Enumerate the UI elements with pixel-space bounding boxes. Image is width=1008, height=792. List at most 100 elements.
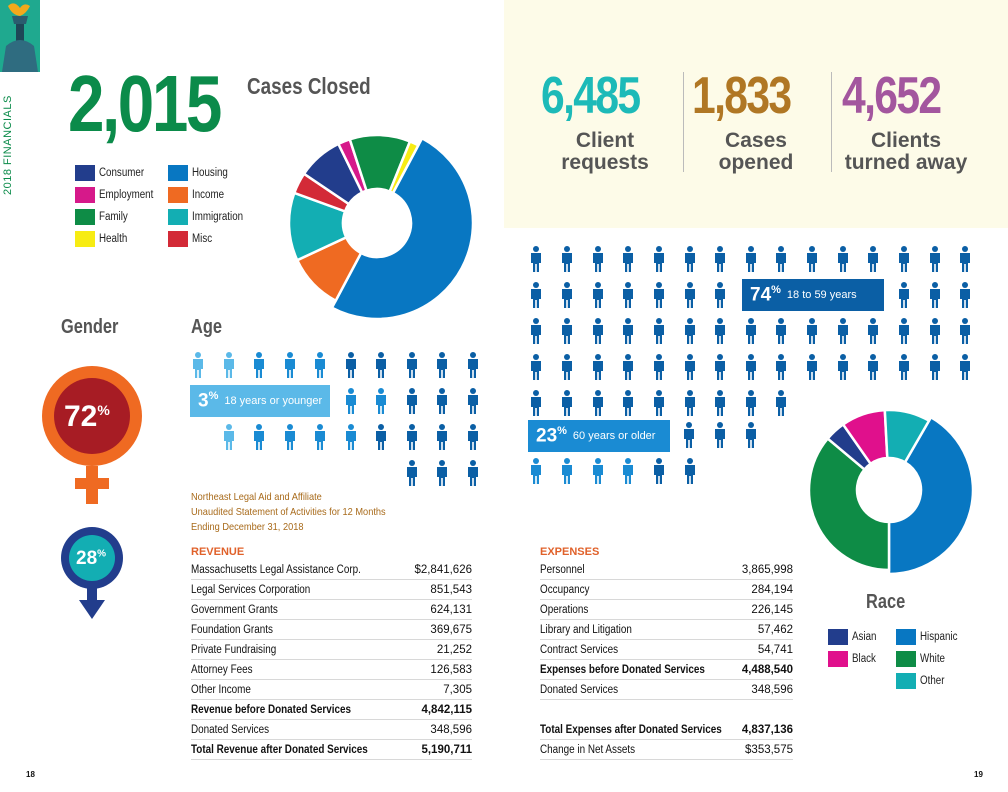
row-value: 624,131 <box>430 604 472 616</box>
stat-label-line: Clients <box>870 129 941 152</box>
person-icon <box>746 318 756 344</box>
stats-background <box>504 0 1008 228</box>
person-icon <box>746 246 756 272</box>
person-icon <box>562 282 572 308</box>
person-icon <box>623 458 633 484</box>
person-icon <box>254 352 264 378</box>
race-legend: Asian Black Hispanic White Other <box>828 628 978 692</box>
statement-line: Ending December 31, 2018 <box>191 521 304 533</box>
person-icon <box>868 246 878 272</box>
person-icon <box>746 390 756 416</box>
person-icon <box>807 354 817 380</box>
person-icon <box>776 318 786 344</box>
cases-closed-label: Cases Closed <box>247 73 371 99</box>
row-value: 369,675 <box>430 624 472 636</box>
person-icon <box>654 246 664 272</box>
person-icon <box>838 354 848 380</box>
person-icon <box>654 458 664 484</box>
person-icon <box>562 318 572 344</box>
race-donut-chart <box>807 408 975 576</box>
torch-icon <box>2 3 38 72</box>
person-icon <box>930 354 940 380</box>
legend-label: Asian <box>852 631 877 643</box>
age-senior-pct: 23 <box>536 425 558 447</box>
person-icon <box>623 390 633 416</box>
legend-swatch <box>168 165 188 181</box>
table-row: Donated Services 348,596 <box>191 720 472 740</box>
row-label: Operations <box>540 604 589 616</box>
sidebar-label: 2018 FINANCIALS <box>2 95 14 195</box>
statement-line: Northeast Legal Aid and Affiliate <box>191 491 322 503</box>
row-label: Expenses before Donated Services <box>540 664 705 676</box>
row-value: 5,190,711 <box>421 744 472 756</box>
table-row: Operations 226,145 <box>540 600 793 620</box>
person-icon <box>807 318 817 344</box>
table-row: Private Fundraising 21,252 <box>191 640 472 660</box>
person-icon <box>868 318 878 344</box>
person-icon <box>346 352 356 378</box>
legend-swatch <box>828 629 848 645</box>
legend-swatch <box>168 187 188 203</box>
row-value: 4,488,540 <box>741 664 793 676</box>
legend-label: Hispanic <box>920 631 958 643</box>
torch-logo <box>0 0 40 72</box>
case-legend-item: Employment <box>75 186 163 204</box>
person-icon <box>715 354 725 380</box>
stat-label: Client requests <box>530 130 680 174</box>
age-heading: Age <box>191 316 222 338</box>
legend-swatch <box>896 673 916 689</box>
person-icon <box>776 246 786 272</box>
table-row: Legal Services Corporation 851,543 <box>191 580 472 600</box>
case-legend-item: Misc <box>168 230 216 248</box>
legend-label: Health <box>99 233 128 245</box>
revenue-table: REVENUE Massachusetts Legal Assistance C… <box>191 544 472 760</box>
row-value: 7,305 <box>443 684 472 696</box>
person-icon <box>685 458 695 484</box>
row-value: 226,145 <box>751 604 793 616</box>
person-icon <box>838 246 848 272</box>
age-senior-pct-sign: % <box>557 424 567 437</box>
legend-swatch <box>75 165 95 181</box>
person-icon <box>593 390 603 416</box>
person-icon <box>654 354 664 380</box>
person-icon <box>224 352 234 378</box>
stat-number: 6,485 <box>541 67 641 125</box>
legend-swatch <box>828 651 848 667</box>
person-icon <box>562 354 572 380</box>
row-value: 284,194 <box>751 584 793 596</box>
person-icon <box>899 318 909 344</box>
stat-label-line: opened <box>718 151 794 174</box>
person-icon <box>224 424 234 450</box>
table-row: Change in Net Assets $353,575 <box>540 740 793 760</box>
person-icon <box>715 282 725 308</box>
row-label: Total Revenue after Donated Services <box>191 744 368 756</box>
person-icon <box>623 246 633 272</box>
person-icon <box>376 424 386 450</box>
person-icon <box>437 460 447 486</box>
row-label: Contract Services <box>540 644 619 656</box>
person-icon <box>562 390 572 416</box>
row-value: 348,596 <box>430 724 472 736</box>
legend-label: Consumer <box>99 167 145 179</box>
stat-number: 1,833 <box>692 67 792 125</box>
case-legend-item: Housing <box>168 164 234 182</box>
case-legend-item: Family <box>75 208 133 226</box>
table-row: Donated Services 348,596 <box>540 680 793 700</box>
legend-swatch <box>168 209 188 225</box>
revenue-heading: REVENUE <box>191 546 245 558</box>
table-row: Occupancy 284,194 <box>540 580 793 600</box>
person-icon <box>593 318 603 344</box>
person-icon <box>930 246 940 272</box>
person-icon <box>838 318 848 344</box>
case-legend-item: Consumer <box>75 164 152 182</box>
table-row: Government Grants 624,131 <box>191 600 472 620</box>
case-type-donut-chart <box>287 133 475 321</box>
expenses-table: EXPENSES Personnel 3,865,998 Occupancy 284,… <box>540 544 793 760</box>
race-donut-hole <box>857 458 921 522</box>
legend-label: Employment <box>99 189 154 201</box>
male-percent-sign: % <box>97 548 107 560</box>
table-row: Expenses before Donated Services 4,488,54… <box>540 660 793 680</box>
table-row: Revenue before Donated Services 4,842,115 <box>191 700 472 720</box>
person-icon <box>868 354 878 380</box>
age-pictogram <box>193 246 970 486</box>
